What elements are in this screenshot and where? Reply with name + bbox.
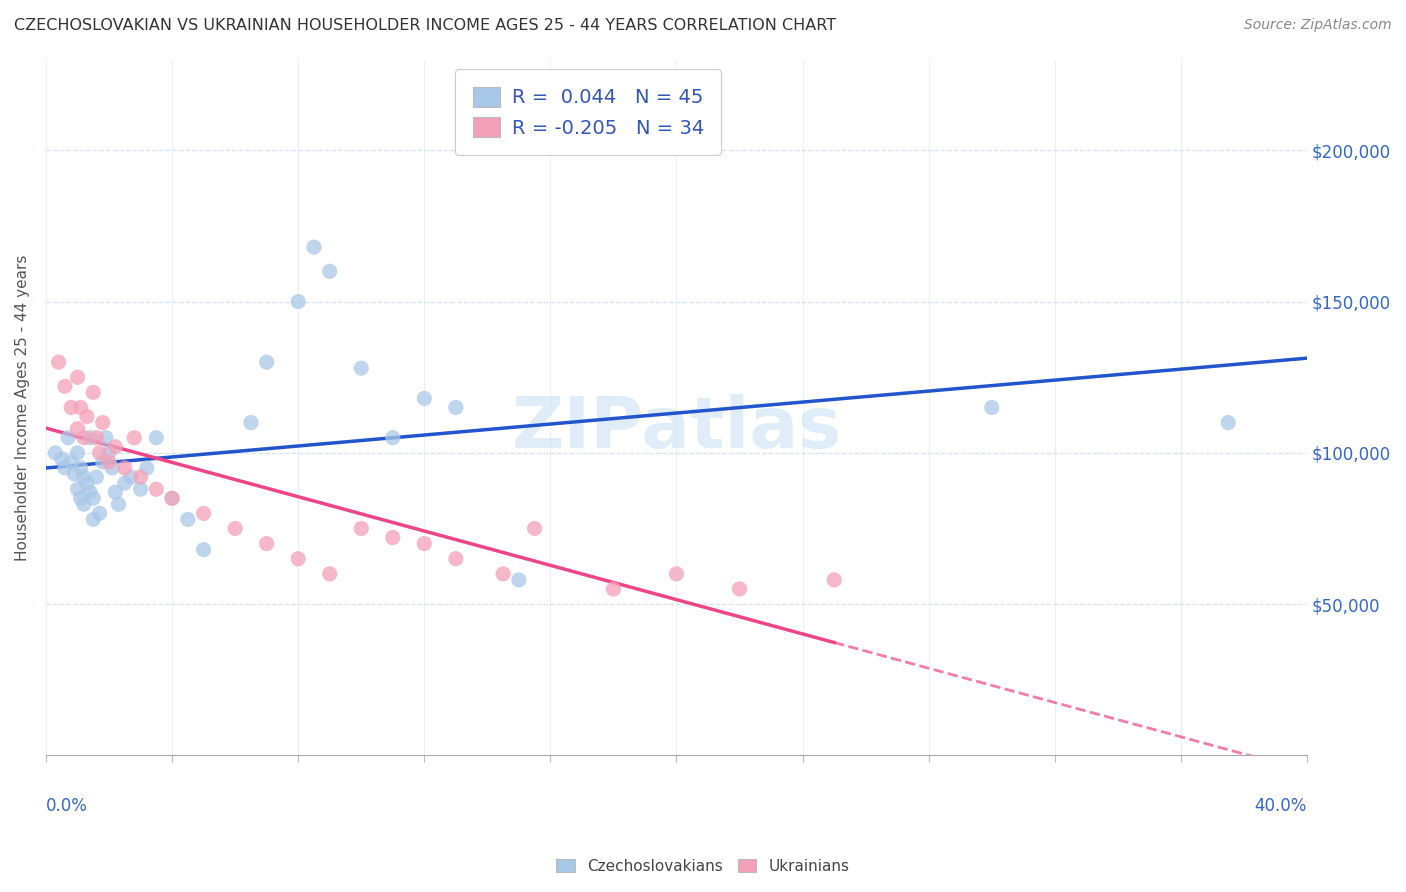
Point [86, 431, 108, 445]
Legend: R =  0.044   N = 45, R = -0.205   N = 34: R = 0.044 N = 45, R = -0.205 N = 34 [456, 70, 721, 155]
Point [145, 482, 167, 496]
Point [980, 401, 1002, 415]
Point [66, 482, 89, 496]
Point [107, 497, 129, 511]
Point [129, 470, 152, 484]
Point [89, 507, 111, 521]
Point [114, 476, 136, 491]
Point [63, 467, 86, 481]
Point [60, 401, 83, 415]
Point [76, 476, 98, 491]
Text: 0.0%: 0.0% [46, 797, 87, 815]
Point [1218, 416, 1240, 430]
Point [239, 416, 262, 430]
Point [53, 461, 76, 475]
Point [318, 264, 340, 278]
Point [444, 551, 467, 566]
Point [91, 416, 114, 430]
Point [160, 491, 183, 506]
Point [69, 461, 91, 475]
Point [129, 482, 152, 496]
Point [66, 370, 89, 384]
Point [76, 409, 98, 424]
Point [350, 361, 373, 376]
Point [89, 446, 111, 460]
Point [101, 461, 124, 475]
Point [48, 355, 70, 369]
Point [287, 294, 309, 309]
Point [444, 401, 467, 415]
Point [82, 491, 104, 506]
Point [79, 431, 101, 445]
Point [193, 542, 215, 557]
Point [51, 451, 73, 466]
Point [73, 431, 96, 445]
Point [60, 455, 83, 469]
Text: Source: ZipAtlas.com: Source: ZipAtlas.com [1244, 18, 1392, 32]
Point [287, 551, 309, 566]
Point [66, 446, 89, 460]
Point [66, 422, 89, 436]
Point [665, 566, 688, 581]
Point [98, 446, 121, 460]
Point [256, 536, 278, 550]
Point [56, 431, 79, 445]
Point [73, 497, 96, 511]
Point [73, 470, 96, 484]
Point [69, 491, 91, 506]
Point [413, 536, 436, 550]
Point [381, 531, 404, 545]
Point [224, 521, 246, 535]
Point [256, 355, 278, 369]
Point [82, 385, 104, 400]
Point [381, 431, 404, 445]
Point [114, 461, 136, 475]
Point [350, 521, 373, 535]
Point [104, 485, 127, 500]
Point [44, 446, 66, 460]
Point [53, 379, 76, 393]
Point [302, 240, 325, 254]
Point [492, 566, 515, 581]
Point [82, 512, 104, 526]
Point [728, 582, 751, 596]
Text: CZECHOSLOVAKIAN VS UKRAINIAN HOUSEHOLDER INCOME AGES 25 - 44 YEARS CORRELATION C: CZECHOSLOVAKIAN VS UKRAINIAN HOUSEHOLDER… [14, 18, 837, 33]
Point [94, 431, 117, 445]
Legend: Czechoslovakians, Ukrainians: Czechoslovakians, Ukrainians [550, 853, 856, 880]
Point [91, 455, 114, 469]
Point [145, 431, 167, 445]
Point [177, 512, 200, 526]
Point [69, 401, 91, 415]
Point [104, 440, 127, 454]
Point [318, 566, 340, 581]
Point [98, 455, 121, 469]
Point [122, 431, 145, 445]
Point [135, 461, 157, 475]
Point [523, 521, 546, 535]
Point [160, 491, 183, 506]
Point [823, 573, 845, 587]
Text: ZIPatlas: ZIPatlas [512, 394, 842, 463]
Point [86, 470, 108, 484]
Y-axis label: Householder Income Ages 25 - 44 years: Householder Income Ages 25 - 44 years [15, 254, 30, 561]
Text: 40.0%: 40.0% [1254, 797, 1308, 815]
Point [508, 573, 530, 587]
Point [413, 392, 436, 406]
Point [79, 485, 101, 500]
Point [602, 582, 624, 596]
Point [193, 507, 215, 521]
Point [120, 470, 142, 484]
